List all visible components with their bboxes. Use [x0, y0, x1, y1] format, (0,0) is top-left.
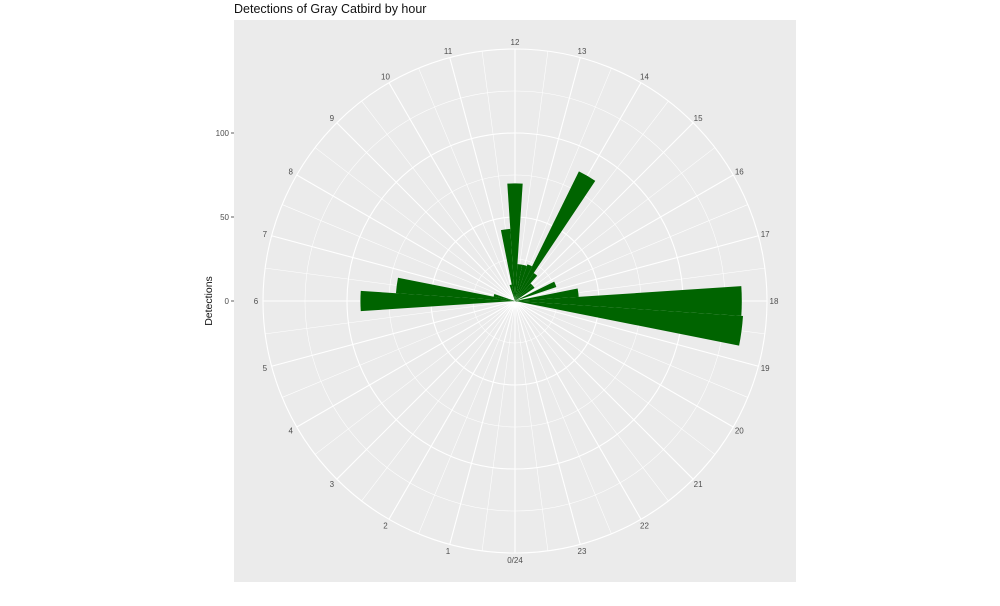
bar-wedge	[515, 273, 538, 301]
bar-wedge	[507, 183, 523, 301]
theta-tick-label: 9	[330, 114, 335, 123]
bar-wedge	[515, 288, 579, 301]
theta-tick-label: 7	[263, 230, 268, 239]
theta-tick-label: 23	[578, 547, 587, 556]
bar-wedge	[515, 286, 742, 316]
theta-tick-label: 2	[383, 521, 388, 530]
bar-wedge	[509, 284, 515, 301]
bar-wedge	[515, 264, 533, 301]
theta-tick-label: 18	[770, 297, 779, 306]
theta-tick-label: 1	[446, 547, 451, 556]
theta-tick-label: 21	[694, 480, 703, 489]
theta-tick-label: 10	[381, 73, 390, 82]
theta-tick-label: 15	[694, 114, 703, 123]
bar-wedge	[395, 277, 515, 301]
theta-tick-label: 4	[288, 427, 293, 436]
theta-tick-label: 22	[640, 521, 649, 530]
bar-wedge	[515, 264, 523, 301]
theta-tick-label: 16	[735, 168, 744, 177]
bar-wedge	[515, 285, 535, 301]
theta-tick-label: 8	[288, 168, 293, 177]
y-axis-title: Detections	[203, 276, 215, 326]
bar-wedge	[515, 281, 557, 301]
bar-wedge	[515, 301, 743, 346]
bar-wedge	[515, 283, 533, 301]
theta-tick-label: 13	[578, 47, 587, 56]
theta-tick-label: 12	[511, 38, 520, 47]
theta-tick-label: 11	[444, 47, 453, 56]
chart-title: Detections of Gray Catbird by hour	[234, 2, 427, 16]
bar-wedge	[360, 290, 515, 312]
r-tick-label: 100	[216, 129, 230, 138]
theta-tick-label: 3	[330, 480, 335, 489]
bar-wedge	[493, 293, 515, 301]
bar-wedge	[515, 171, 596, 301]
theta-tick-label: 14	[640, 73, 649, 82]
theta-tick-label: 20	[735, 427, 744, 436]
radial-grid-ring	[262, 48, 768, 554]
r-tick-label: 0	[225, 297, 230, 306]
bar-wedge	[515, 301, 517, 302]
bar-wedge	[500, 228, 515, 301]
r-tick-label: 50	[220, 213, 229, 222]
bars	[360, 171, 743, 346]
theta-tick-label: 17	[761, 230, 770, 239]
bar-wedge	[515, 301, 517, 302]
theta-tick-labels: 0/24123456789101112131415161718192021222…	[254, 38, 779, 565]
r-axis: 0 50 100	[216, 129, 234, 306]
theta-tick-label: 5	[263, 364, 268, 373]
bar-wedge	[515, 264, 527, 301]
theta-tick-label: 19	[761, 364, 770, 373]
theta-tick-label: 6	[254, 297, 259, 306]
theta-tick-label: 0/24	[507, 556, 523, 565]
